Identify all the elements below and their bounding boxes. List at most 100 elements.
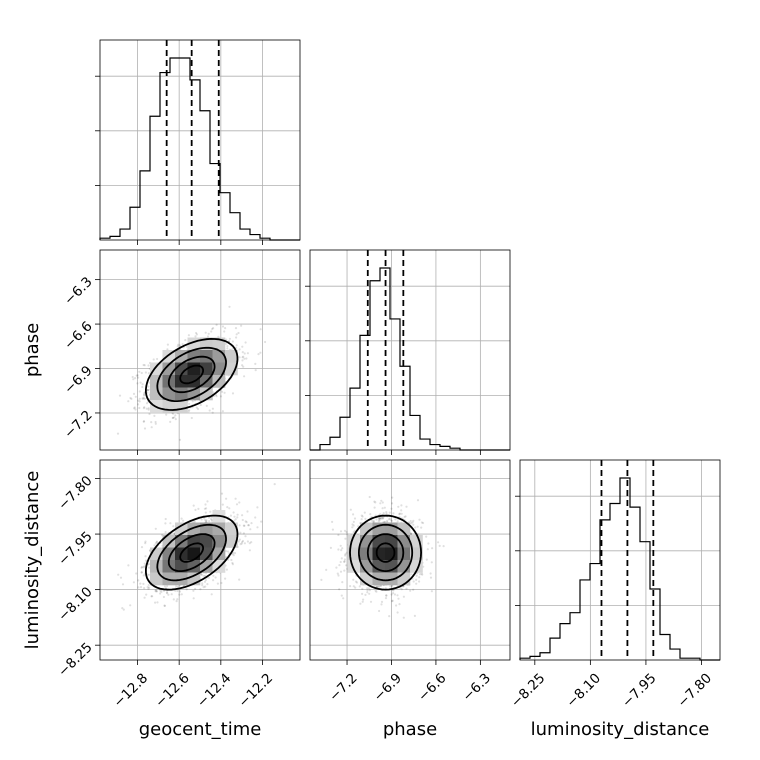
- sample-point: [368, 495, 371, 499]
- density-cell: [175, 560, 188, 573]
- sample-point: [138, 397, 141, 400]
- sample-point: [392, 589, 395, 592]
- sample-point: [235, 344, 238, 347]
- sample-point: [145, 407, 148, 410]
- sample-point: [370, 519, 373, 522]
- sample-point: [231, 563, 234, 566]
- sample-point: [380, 499, 383, 502]
- sample-point: [210, 593, 213, 596]
- sample-point: [170, 593, 173, 596]
- density-cell: [200, 535, 213, 548]
- sample-point: [134, 395, 137, 398]
- sample-point: [239, 531, 242, 534]
- sample-point: [215, 323, 218, 326]
- sample-point: [178, 590, 182, 593]
- sample-point: [133, 406, 136, 409]
- sample-point: [148, 562, 151, 566]
- sample-point: [199, 403, 202, 407]
- sample-point: [420, 526, 423, 529]
- sample-point: [164, 531, 167, 534]
- sample-point: [243, 357, 246, 360]
- sample-point: [351, 526, 354, 529]
- sample-point: [139, 381, 142, 384]
- sample-point: [142, 420, 146, 423]
- sample-point: [140, 571, 143, 574]
- y-tick-label: −7.2: [61, 407, 95, 441]
- sample-point: [392, 592, 395, 595]
- sample-point: [134, 408, 137, 411]
- sample-point: [383, 506, 386, 509]
- sample-point: [241, 518, 244, 522]
- density-cell: [372, 560, 386, 573]
- sample-point: [364, 517, 367, 521]
- panel-frame: [99, 39, 301, 241]
- sample-point: [146, 389, 149, 392]
- sample-point: [390, 519, 394, 522]
- sample-point: [178, 438, 182, 441]
- sample-point: [411, 521, 414, 524]
- sample-point: [130, 397, 133, 400]
- sample-point: [420, 521, 423, 524]
- sample-point: [387, 518, 390, 521]
- sample-point: [228, 337, 231, 340]
- histogram-panel-phase: [305, 249, 511, 455]
- sample-point: [138, 406, 141, 410]
- sample-point: [210, 516, 213, 519]
- sample-point: [150, 595, 153, 598]
- sample-point: [142, 582, 145, 586]
- sample-point: [410, 522, 413, 525]
- sample-point: [355, 581, 359, 584]
- sample-point: [236, 513, 239, 516]
- sample-point: [372, 520, 375, 523]
- sample-point: [260, 520, 263, 523]
- sample-point: [201, 582, 204, 585]
- sample-point: [199, 588, 202, 591]
- sample-point: [246, 352, 249, 355]
- sample-point: [250, 522, 253, 525]
- sample-point: [166, 348, 169, 351]
- sample-point: [140, 566, 143, 569]
- sample-point: [391, 599, 394, 602]
- sample-point: [374, 589, 377, 592]
- sample-point: [410, 573, 413, 576]
- sample-point: [336, 572, 339, 575]
- sample-point: [254, 516, 257, 519]
- sample-point: [141, 385, 144, 389]
- sample-point: [339, 570, 343, 573]
- sample-point: [360, 518, 363, 521]
- sample-point: [420, 572, 423, 575]
- sample-point: [137, 586, 140, 589]
- sample-point: [148, 412, 151, 416]
- contour-level-3: [349, 514, 423, 591]
- density-cell: [360, 560, 373, 573]
- sample-point: [405, 587, 408, 590]
- sample-point: [366, 589, 369, 592]
- sample-point: [369, 600, 373, 603]
- sample-point: [378, 517, 381, 520]
- sample-point: [203, 580, 207, 583]
- sample-point: [224, 327, 227, 330]
- sample-point: [429, 572, 432, 575]
- contour-level-3: [145, 337, 239, 411]
- contour-level-0: [179, 364, 204, 385]
- sample-point: [224, 577, 227, 580]
- sample-point: [430, 590, 433, 593]
- sample-point: [234, 518, 237, 521]
- sample-point: [145, 593, 148, 596]
- sample-point: [373, 500, 376, 503]
- sample-point: [396, 611, 399, 614]
- sample-point: [395, 604, 398, 607]
- sample-point: [237, 540, 240, 543]
- sample-point: [242, 365, 245, 368]
- sample-point: [229, 514, 232, 517]
- sample-point: [353, 529, 356, 532]
- sample-point: [238, 356, 241, 359]
- sample-point: [165, 413, 168, 416]
- sample-point: [137, 403, 140, 406]
- sample-point: [241, 356, 244, 359]
- sample-point: [151, 595, 154, 598]
- sample-point: [116, 432, 120, 435]
- sample-point: [238, 538, 241, 541]
- sample-point: [361, 587, 364, 591]
